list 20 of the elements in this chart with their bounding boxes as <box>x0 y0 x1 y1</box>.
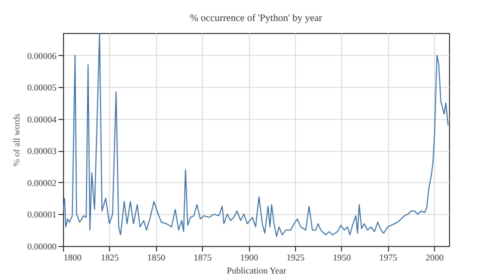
x-tick-label: 1900 <box>240 252 259 262</box>
y-tick-label: 0.00002 <box>27 178 56 188</box>
x-tick-label: 1800 <box>64 252 82 262</box>
x-tick-label: 1950 <box>332 252 352 262</box>
y-tick-label: 0.00004 <box>27 114 57 124</box>
x-tick-label: 1825 <box>100 252 120 262</box>
y-tick-label: 0.00003 <box>27 146 57 156</box>
line-series <box>63 33 449 237</box>
x-tick-label: 1925 <box>286 252 305 262</box>
y-tick-label: 0.00006 <box>27 50 57 61</box>
x-axis-title: Publication Year <box>226 266 286 276</box>
y-axis-title: % of all words <box>11 113 22 166</box>
x-tick-label: 1975 <box>379 252 398 262</box>
x-tick-label: 1850 <box>147 252 166 262</box>
chart-title: % occurrence of 'Python' by year <box>190 13 323 24</box>
y-tick-label: 0.00001 <box>27 210 56 220</box>
y-tick-label: 0.00000 <box>27 242 57 252</box>
x-tick-label: 2000 <box>426 252 444 262</box>
y-tick-label: 0.00005 <box>27 82 57 93</box>
x-tick-label: 1875 <box>194 252 212 262</box>
